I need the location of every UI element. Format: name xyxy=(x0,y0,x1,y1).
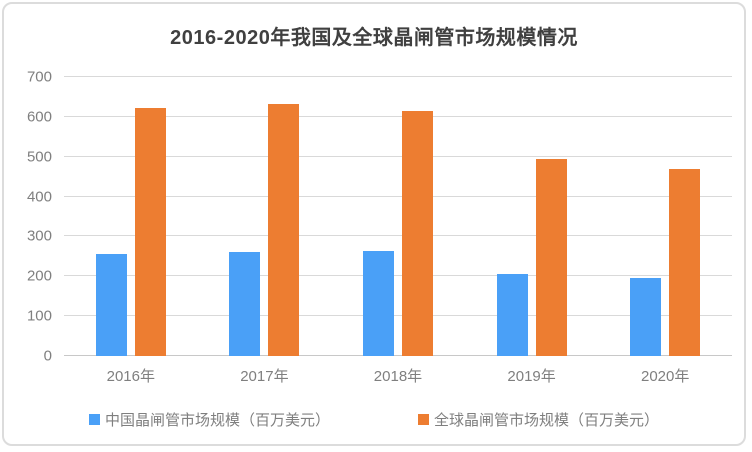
y-tick-label-100: 100 xyxy=(26,307,52,325)
bar-groups xyxy=(64,77,732,356)
bar-group-2019年 xyxy=(465,77,599,356)
y-tick-label-600: 600 xyxy=(26,108,52,126)
x-tick-label-2017年: 2017年 xyxy=(240,368,289,385)
legend-label: 全球晶闸管市场规模（百万美元） xyxy=(434,412,660,429)
bar-series1-2018年 xyxy=(362,251,394,356)
bar-group-2020年 xyxy=(598,77,732,356)
bar-series2-2017年 xyxy=(268,104,300,356)
bar-group-2018年 xyxy=(331,77,465,356)
x-axis-baseline xyxy=(64,355,732,356)
bar-series1-2016年 xyxy=(95,254,127,356)
legend: 中国晶闸管市场规模（百万美元） 全球晶闸管市场规模（百万美元） xyxy=(4,409,744,430)
x-tick-label-2019年: 2019年 xyxy=(507,368,556,385)
bar-group-2017年 xyxy=(198,77,332,356)
x-axis: 2016年 2017年 2018年 2019年 2020年 xyxy=(64,365,732,386)
gridline-600 xyxy=(64,115,732,117)
bar-series1-2019年 xyxy=(496,274,528,356)
legend-item-2: 全球晶闸管市场规模（百万美元） xyxy=(418,409,659,430)
y-tick-label-400: 400 xyxy=(26,188,52,206)
x-tick-label-2018年: 2018年 xyxy=(373,368,423,385)
gridline-200 xyxy=(64,275,732,277)
legend-item-1: 中国晶闸管市场规模（百万美元） xyxy=(88,409,330,430)
x-tick-label-2016年: 2016年 xyxy=(106,368,155,385)
legend-swatch-icon xyxy=(418,414,429,425)
y-tick-label-500: 500 xyxy=(26,148,52,166)
gridline-700 xyxy=(64,76,732,77)
gridline-500 xyxy=(64,155,732,157)
gridline-100 xyxy=(64,315,732,317)
legend-swatch-icon xyxy=(88,414,100,425)
bar-series1-2020年 xyxy=(630,278,662,356)
bar-series1-2017年 xyxy=(229,251,261,356)
chart-title: 2016-2020年我国及全球晶闸管市场规模情况 xyxy=(170,27,578,49)
y-tick-label-200: 200 xyxy=(26,267,52,285)
plot-area xyxy=(64,76,732,356)
bar-series2-2016年 xyxy=(134,108,166,356)
gridline-300 xyxy=(64,235,732,237)
y-tick-label-0: 0 xyxy=(43,347,52,365)
chart-card: 2016-2020年我国及全球晶闸管市场规模情况 0 100 200 300 400 50… xyxy=(2,2,746,446)
bar-series2-2018年 xyxy=(401,110,433,356)
y-tick-label-300: 300 xyxy=(26,227,52,245)
bar-series2-2019年 xyxy=(535,159,567,356)
bar-group-2016年 xyxy=(64,77,198,356)
bar-series2-2020年 xyxy=(669,169,701,356)
y-axis: 0 100 200 300 400 500 600 700 xyxy=(4,69,52,365)
x-tick-label-2020年: 2020年 xyxy=(640,368,690,385)
y-tick-label-700: 700 xyxy=(26,68,52,86)
gridline-400 xyxy=(64,195,732,197)
legend-label: 中国晶闸管市场规模（百万美元） xyxy=(104,412,330,429)
